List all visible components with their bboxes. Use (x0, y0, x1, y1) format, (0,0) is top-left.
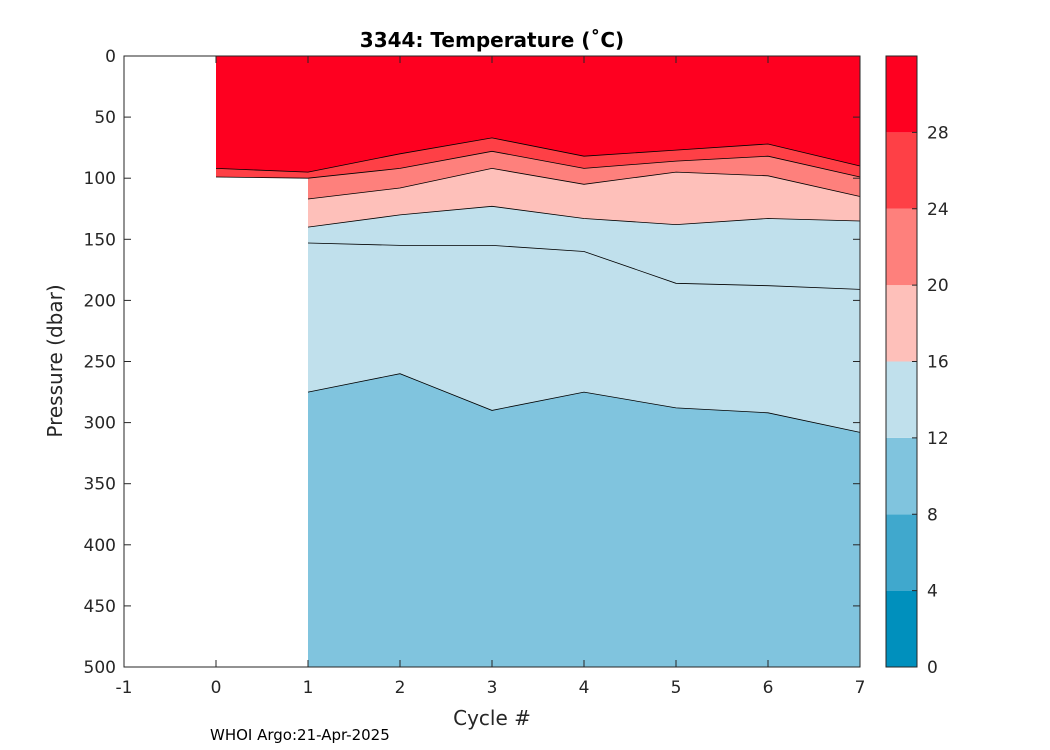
band-20-24 (308, 151, 860, 199)
y-tick-label: 300 (84, 414, 116, 434)
colorbar-swatch (886, 56, 917, 133)
y-tick-label: 400 (84, 536, 116, 556)
y-tick-label: 350 (84, 475, 116, 495)
y-tick-label: 450 (84, 597, 116, 617)
y-tick-label: 100 (84, 169, 116, 189)
band-16-20 (308, 168, 860, 228)
y-tick-label: 500 (84, 658, 116, 678)
colorbar-tick-label: 16 (927, 353, 949, 373)
colorbar-tick-label: 24 (927, 200, 949, 220)
colorbar-swatch (886, 132, 917, 209)
x-tick-label: 3 (487, 678, 498, 698)
colorbar-swatch (886, 208, 917, 286)
colorbar-swatch (886, 285, 917, 362)
colorbar-tick-label: 0 (927, 658, 938, 678)
isotherm-24 (215, 150, 861, 179)
isotherm-12 (307, 242, 861, 290)
x-tick-label: 7 (855, 678, 866, 698)
y-tick-label: 0 (105, 47, 116, 67)
colorbar-swatch (886, 437, 917, 515)
colorbar-tick-label: 8 (927, 505, 938, 525)
x-axis: -1 0 1 2 3 4 5 6 7 (116, 56, 866, 698)
x-axis-label: Cycle # (453, 706, 531, 730)
contour-lines (215, 137, 861, 433)
colorbar-tick-label: 4 (927, 582, 938, 602)
footer-credit: WHOI Argo:21-Apr-2025 (210, 726, 390, 744)
colorbar-swatch (886, 590, 917, 667)
colorbar-tick-label: 20 (927, 276, 949, 296)
band-24-28 (216, 137, 860, 179)
x-tick-label: 0 (211, 678, 222, 698)
colorbar-tick-label: 12 (927, 429, 949, 449)
colorbar-tick-label: 28 (927, 123, 949, 143)
x-tick-label: 2 (395, 678, 406, 698)
chart-title: 3344: Temperature (˚C) (360, 28, 624, 52)
y-tick-label: 250 (84, 353, 116, 373)
y-tick-label: 200 (84, 291, 116, 311)
colorbar-swatch (886, 514, 917, 591)
plot-area (123, 55, 861, 668)
isotherm-28 (215, 137, 861, 173)
isotherm-16 (307, 205, 861, 228)
isotherm-8 (307, 373, 861, 433)
colorbar: 0 4 8 12 16 20 24 28 (885, 55, 949, 678)
band-12-16 (308, 206, 860, 433)
colorbar-swatch (886, 361, 917, 438)
x-tick-label: 5 (671, 678, 682, 698)
band-above-28 (216, 56, 860, 173)
x-tick-label: -1 (116, 678, 133, 698)
y-axis: 0 50 100 150 200 250 300 350 400 450 500 (84, 47, 860, 678)
x-tick-label: 6 (763, 678, 774, 698)
contour-fills (216, 56, 860, 668)
x-tick-label: 1 (303, 678, 314, 698)
isotherm-20 (307, 167, 861, 200)
y-axis-label: Pressure (dbar) (43, 284, 67, 437)
y-tick-label: 150 (84, 230, 116, 250)
y-tick-label: 50 (94, 108, 116, 128)
x-tick-label: 4 (579, 678, 590, 698)
